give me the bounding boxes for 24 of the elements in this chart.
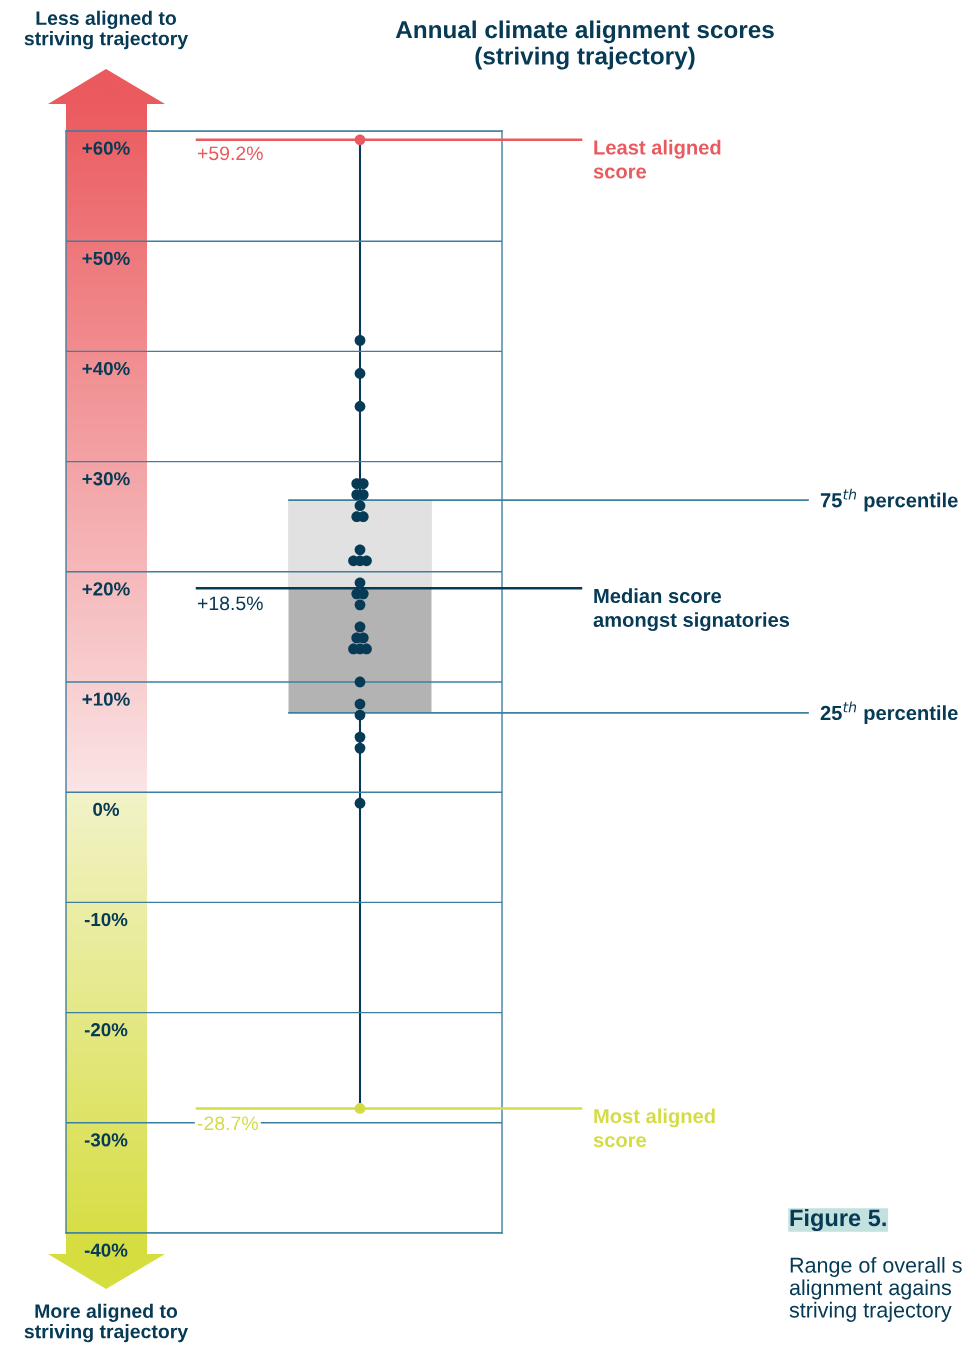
y-tick-label: +40% — [82, 361, 130, 376]
text: Range of overall s alignment agains striving trajectory — [789, 1257, 962, 1322]
caption: Figure 5. — [790, 1208, 886, 1232]
y-tick-label: -10% — [84, 912, 128, 927]
y-tick-label: +10% — [82, 692, 130, 706]
ref-line-label: 75$^{th}$ percentile — [820, 488, 958, 512]
annotation: +18.5% — [197, 596, 263, 611]
y-tick-label: +50% — [82, 251, 130, 265]
annotation: +59.2% — [197, 146, 263, 161]
text: More aligned to striving trajectory — [24, 1303, 189, 1343]
y-tick-label: +20% — [82, 582, 130, 596]
text: Annual climate alignment scores (striving trajectory) — [395, 20, 774, 70]
y-tick-label: +30% — [82, 472, 130, 486]
y-tick-label: 0% — [93, 802, 120, 816]
y-tick-label: -30% — [84, 1133, 128, 1147]
annotation: -28.7% — [197, 1116, 258, 1131]
ref-line-label: 25$^{th}$ percentile — [820, 701, 958, 725]
ref-line-label: Least aligned score — [593, 139, 721, 179]
y-tick-label: -40% — [84, 1243, 128, 1257]
text: Less aligned to striving trajectory — [24, 10, 189, 50]
y-tick-label: +60% — [82, 141, 130, 155]
ref-line-label: Median score amongst signatories — [593, 588, 790, 632]
y-tick-label: -20% — [84, 1023, 128, 1037]
ref-line-label: Most aligned score — [593, 1108, 715, 1148]
